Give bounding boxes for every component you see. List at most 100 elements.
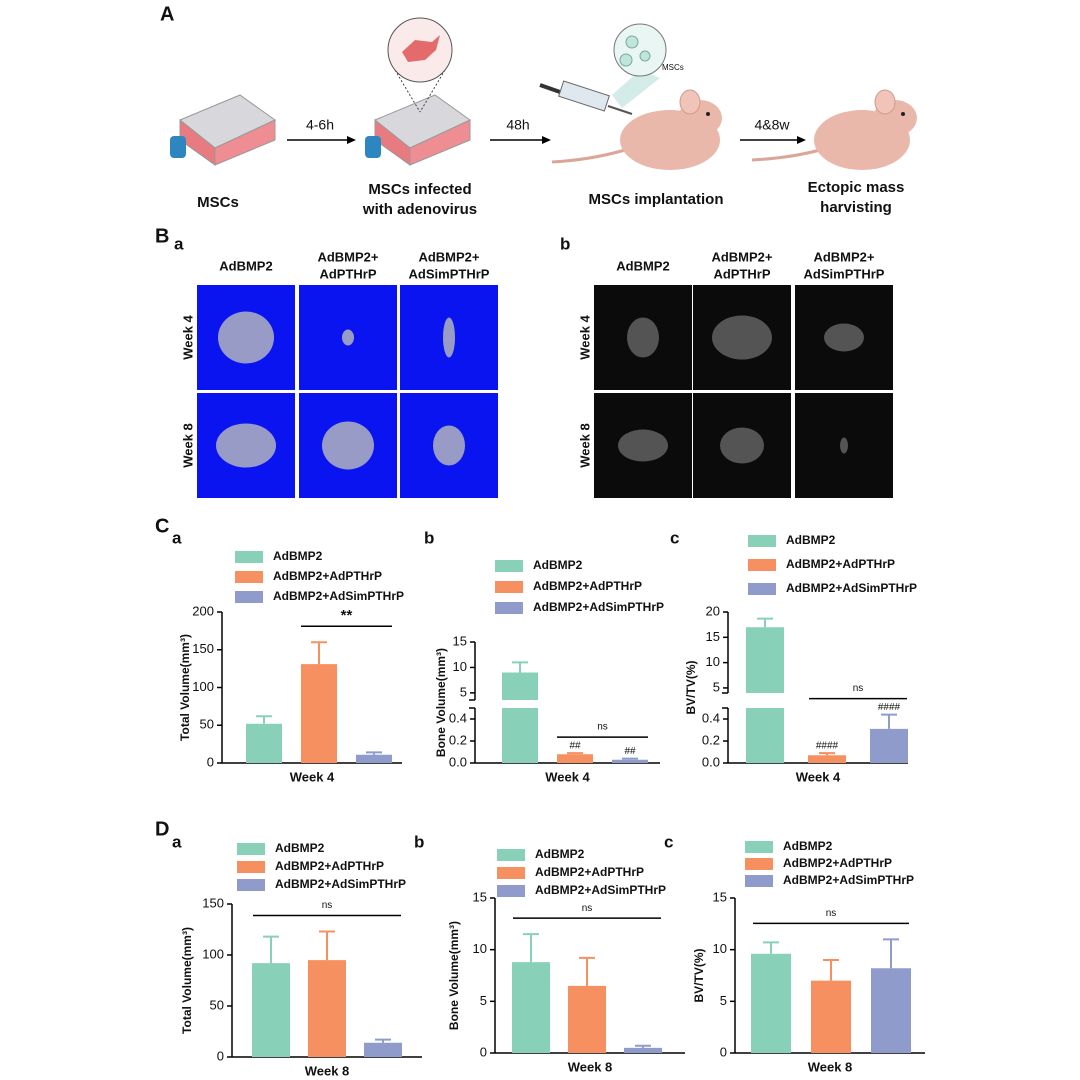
error-bar [512,661,528,673]
error-bar [881,713,897,729]
error-bar [375,1038,391,1043]
panel-label: c [664,832,673,851]
y-axis-label: Total Volume(mm³) [178,634,192,741]
panel-label: b [424,528,434,547]
bar [502,672,538,763]
panel-label: b [560,234,570,253]
y-tick-label: 15 [473,889,487,904]
y-tick-label: 5 [720,993,727,1008]
x-axis-label: Week 4 [290,769,335,784]
legend-swatch [495,560,523,572]
y-tick-label: 20 [706,603,720,618]
panel-label: a [174,234,184,253]
column-header: AdBMP2+ [711,249,772,264]
legend-swatch [497,867,525,879]
y-axis-label: Bone Volume(mm³) [447,921,461,1030]
legend-swatch [748,535,776,547]
bar [811,980,851,1053]
significance-label: ns [853,683,864,694]
error-bar [579,956,595,986]
y-axis-label: Bone Volume(mm³) [434,648,448,757]
y-tick-label: 50 [200,717,214,732]
legend-label: AdBMP2+AdSimPTHrP [273,589,404,603]
legend-label: AdBMP2+AdSimPTHrP [783,873,914,887]
bar [870,728,908,763]
significance-label: ** [341,607,353,624]
y-tick-label: 15 [713,889,727,904]
column-header: AdBMP2+ [317,249,378,264]
y-tick-label: 10 [473,941,487,956]
legend-label: AdBMP2+AdPTHrP [275,859,384,873]
y-tick-label: 0 [480,1044,487,1059]
legend-swatch [497,849,525,861]
y-tick-label: 150 [192,641,214,656]
bar [808,755,846,763]
bar [252,963,290,1057]
bar [751,953,791,1053]
panel-label: b [414,832,424,851]
y-tick-label: 100 [192,679,214,694]
legend-label: AdBMP2+AdSimPTHrP [275,877,406,891]
legend-label: AdBMP2 [535,847,585,861]
bar [308,960,346,1057]
flask [170,94,276,166]
legend-label: AdBMP2+AdPTHrP [535,865,644,879]
legend-label: AdBMP2+AdSimPTHrP [533,600,664,614]
column-header: AdBMP2+ [813,249,874,264]
y-tick-label: 0.0 [449,754,467,769]
legend-swatch [235,571,263,583]
bar [746,627,784,763]
y-tick-label: 0 [217,1048,224,1063]
y-tick-label: 0.2 [702,732,720,747]
row-label: Week 4 [180,314,195,359]
legend-swatch [745,875,773,887]
significance: #### [816,741,839,752]
error-bar [757,617,773,628]
legend-swatch [237,861,265,873]
x-axis-label: Week 4 [545,769,590,784]
legend-swatch [237,879,265,891]
error-bar [523,933,539,963]
y-tick-label: 10 [453,659,467,674]
x-axis-label: Week 4 [796,769,841,784]
y-tick-label: 5 [713,679,720,694]
y-tick-label: 150 [202,895,224,910]
y-tick-label: 200 [192,603,214,618]
legend-label: AdBMP2+AdSimPTHrP [786,581,917,595]
mouse [551,89,722,170]
panel-label: c [670,528,679,547]
column-header: AdPTHrP [319,266,376,281]
bar [364,1042,402,1057]
bar [871,968,911,1053]
scan-blob [840,437,848,454]
x-axis-label: Week 8 [808,1059,853,1074]
scan-blob [824,323,864,352]
row-label: Week 8 [577,423,592,468]
legend-label: AdBMP2 [783,839,833,853]
legend-label: AdBMP2+AdPTHrP [273,569,382,583]
significance-label: ns [826,908,837,919]
step-caption: Ectopic mass [808,179,905,196]
y-tick-label: 0 [720,1044,727,1059]
legend-swatch [237,843,265,855]
scan-blob [216,423,276,468]
cell-label: MSCs [662,63,684,72]
panel-label: B [155,225,169,247]
error-bar [256,715,272,724]
x-axis-label: Week 8 [568,1059,613,1074]
error-bar [366,751,382,755]
legend-swatch [495,602,523,614]
error-bar [622,757,638,760]
bar [557,754,593,763]
y-tick-label: 100 [202,946,224,961]
y-tick-label: 15 [706,629,720,644]
significance-label: ns [322,900,333,911]
syringe: MSCs [539,23,684,115]
arrow [287,136,806,144]
bar [612,759,648,763]
legend-label: AdBMP2 [273,549,323,563]
error-bar [819,752,835,756]
y-tick-label: 15 [453,633,467,648]
cell-zoom [387,17,453,113]
significance-label: ns [582,903,593,914]
